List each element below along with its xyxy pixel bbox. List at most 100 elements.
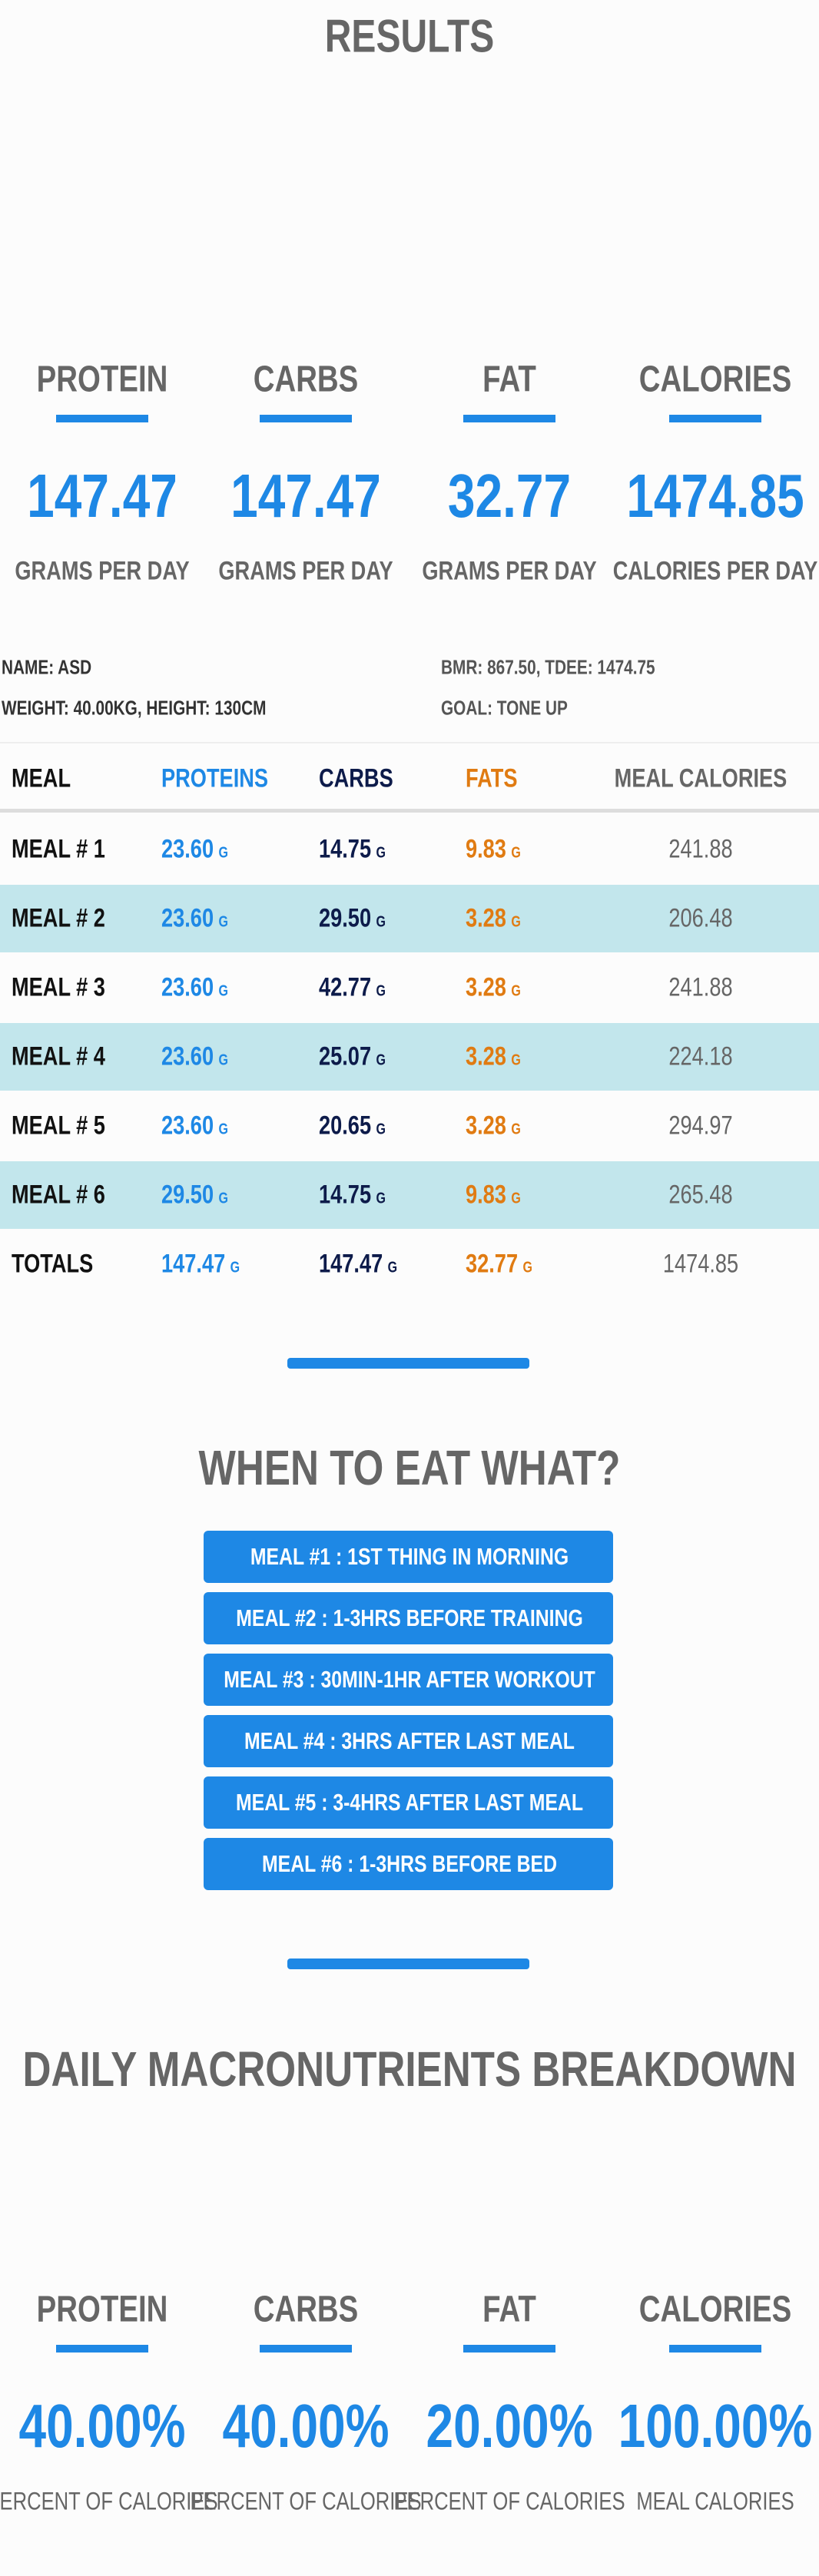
cell-value: 14.75 bbox=[319, 1180, 372, 1210]
cell-unit: G bbox=[511, 1190, 521, 1207]
cell-value: 23.60 bbox=[161, 972, 214, 1002]
table-cell: 14.75 G bbox=[319, 1180, 386, 1210]
stat-underline bbox=[56, 415, 148, 422]
schedule-text: MEAL #5 : 3-4HRS AFTER LAST MEAL bbox=[236, 1789, 583, 1816]
schedule-button bbox=[204, 1654, 613, 1706]
cell-unit: G bbox=[511, 982, 521, 1000]
stat-label: PROTEIN bbox=[36, 2289, 168, 2330]
table-cell: 3.28 G bbox=[466, 1042, 521, 1072]
meal-name: MEAL # 6 bbox=[12, 1180, 105, 1210]
meal-calories: 241.88 bbox=[668, 834, 733, 864]
row-stripe bbox=[0, 1023, 819, 1091]
table-cell: 3.28 G bbox=[466, 904, 521, 934]
page-title: RESULTS bbox=[324, 10, 495, 62]
row-stripe bbox=[0, 885, 819, 952]
cell-value: 23.60 bbox=[161, 1041, 214, 1071]
table-header: MEAL bbox=[12, 763, 71, 793]
info-body: WEIGHT: 40.00KG, HEIGHT: 130CM bbox=[2, 696, 267, 720]
meal-calories: 1474.85 bbox=[662, 1249, 739, 1279]
schedule-button bbox=[204, 1592, 613, 1644]
table-cell: 23.60 G bbox=[161, 904, 228, 934]
cell-unit: G bbox=[230, 1259, 240, 1276]
cell-unit: G bbox=[218, 913, 228, 931]
stat-value: 147.47 bbox=[230, 462, 381, 530]
cell-unit: G bbox=[376, 1121, 386, 1138]
stat-unit: PERCENT OF CALORIES bbox=[190, 2487, 422, 2515]
stat-label: PROTEIN bbox=[36, 359, 168, 400]
stat-label: FAT bbox=[482, 359, 536, 400]
cell-unit: G bbox=[218, 1051, 228, 1069]
cell-unit: G bbox=[218, 982, 228, 1000]
cell-unit: G bbox=[376, 1190, 386, 1207]
schedule-text: MEAL #4 : 3HRS AFTER LAST MEAL bbox=[244, 1727, 575, 1754]
meal-name: MEAL # 4 bbox=[12, 1041, 105, 1071]
cell-value: 3.28 bbox=[466, 903, 506, 933]
stat-unit: GRAMS PER DAY bbox=[218, 556, 393, 586]
table-cell: 25.07 G bbox=[319, 1042, 386, 1072]
cell-unit: G bbox=[218, 844, 228, 862]
table-header: FATS bbox=[466, 763, 518, 793]
meal-calories: 224.18 bbox=[668, 1041, 733, 1071]
stat-underline bbox=[669, 2345, 761, 2353]
schedule-text: MEAL #3 : 30MIN-1HR AFTER WORKOUT bbox=[224, 1666, 595, 1693]
cell-unit: G bbox=[376, 982, 386, 1000]
meal-calories: 265.48 bbox=[668, 1180, 733, 1210]
stat-label: CALORIES bbox=[638, 2289, 792, 2330]
cell-unit: G bbox=[376, 913, 386, 931]
table-cell: 147.47 G bbox=[319, 1250, 397, 1280]
section-divider bbox=[287, 1358, 529, 1369]
stat-underline bbox=[260, 415, 352, 422]
cell-value: 29.50 bbox=[319, 903, 372, 933]
stat-unit: PERCENT OF CALORIES bbox=[393, 2487, 625, 2515]
meal-calories: 294.97 bbox=[668, 1111, 733, 1141]
meal-name: MEAL # 2 bbox=[12, 903, 105, 933]
cell-value: 3.28 bbox=[466, 972, 506, 1002]
stat-value: 20.00% bbox=[426, 2392, 593, 2460]
stat-value: 40.00% bbox=[222, 2392, 390, 2460]
cell-unit: G bbox=[511, 1051, 521, 1069]
table-cell: 9.83 G bbox=[466, 835, 521, 865]
table-cell: 147.47 G bbox=[161, 1250, 240, 1280]
cell-value: 147.47 bbox=[161, 1249, 226, 1279]
table-cell: 14.75 G bbox=[319, 835, 386, 865]
schedule-text: MEAL #1 : 1ST THING IN MORNING bbox=[250, 1543, 569, 1570]
schedule-button bbox=[204, 1776, 613, 1829]
cell-value: 23.60 bbox=[161, 903, 214, 933]
cell-value: 20.65 bbox=[319, 1111, 372, 1141]
cell-value: 14.75 bbox=[319, 834, 372, 864]
table-cell: 23.60 G bbox=[161, 973, 228, 1003]
cell-value: 9.83 bbox=[466, 1180, 506, 1210]
schedule-button bbox=[204, 1715, 613, 1767]
cell-unit: G bbox=[522, 1259, 532, 1276]
table-divider bbox=[0, 742, 819, 743]
cell-value: 25.07 bbox=[319, 1041, 372, 1071]
table-cell: 23.60 G bbox=[161, 835, 228, 865]
schedule-text: MEAL #2 : 1-3HRS BEFORE TRAINING bbox=[236, 1604, 583, 1631]
cell-unit: G bbox=[218, 1121, 228, 1138]
table-cell: 32.77 G bbox=[466, 1250, 532, 1280]
cell-value: 23.60 bbox=[161, 1111, 214, 1141]
cell-value: 3.28 bbox=[466, 1111, 506, 1141]
section-divider bbox=[287, 1958, 529, 1969]
table-header: CARBS bbox=[319, 763, 393, 793]
stat-label: FAT bbox=[482, 2289, 536, 2330]
meal-calories: 241.88 bbox=[668, 972, 733, 1002]
cell-value: 32.77 bbox=[466, 1249, 519, 1279]
table-cell: 23.60 G bbox=[161, 1111, 228, 1141]
schedule-title: WHEN TO EAT WHAT? bbox=[198, 1440, 621, 1495]
info-energy: BMR: 867.50, TDEE: 1474.75 bbox=[441, 655, 655, 679]
table-header: PROTEINS bbox=[161, 763, 269, 793]
stat-unit: PERCENT OF CALORIES bbox=[0, 2487, 218, 2515]
header-line bbox=[0, 809, 819, 813]
stat-unit: GRAMS PER DAY bbox=[422, 556, 597, 586]
table-cell: 29.50 G bbox=[161, 1180, 228, 1210]
cell-value: 147.47 bbox=[319, 1249, 383, 1279]
stat-underline bbox=[260, 2345, 352, 2353]
schedule-text: MEAL #6 : 1-3HRS BEFORE BED bbox=[261, 1850, 558, 1877]
stat-unit: MEAL CALORIES bbox=[636, 2487, 794, 2515]
schedule-button bbox=[204, 1838, 613, 1890]
stat-value: 147.47 bbox=[27, 462, 177, 530]
stat-unit: GRAMS PER DAY bbox=[15, 556, 190, 586]
cell-unit: G bbox=[511, 844, 521, 862]
